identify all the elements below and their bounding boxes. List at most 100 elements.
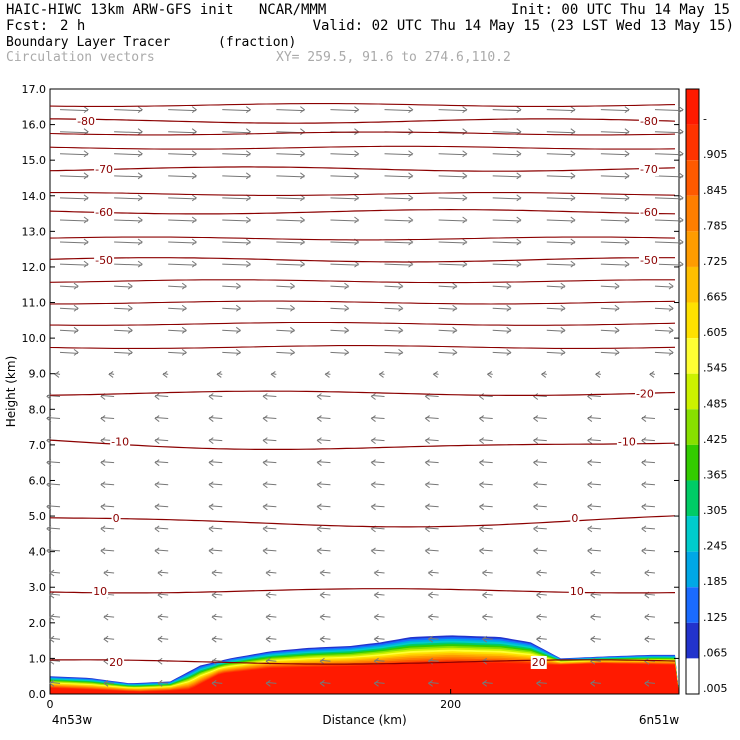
- vector-arrow: [492, 175, 521, 178]
- vector-arrowhead: [245, 260, 252, 268]
- vector-arrowhead: [590, 569, 596, 577]
- vector-arrow: [168, 131, 197, 134]
- vector-arrow: [587, 461, 601, 464]
- vector-arrowhead: [452, 348, 458, 356]
- vector-arrowhead: [127, 348, 133, 356]
- colorbar-label: .485: [703, 397, 728, 410]
- vector-arrowhead: [300, 194, 306, 202]
- vector-arrow: [263, 461, 277, 464]
- vector-arrow: [317, 549, 331, 552]
- contour-label: -80: [640, 115, 658, 128]
- vector-arrow: [371, 549, 385, 552]
- vector-arrow: [114, 329, 133, 332]
- vector-arrowhead: [668, 326, 674, 334]
- vector-arrow: [263, 483, 277, 486]
- vector-arrow: [546, 263, 575, 266]
- vector-arrowhead: [191, 106, 198, 114]
- vector-arrow: [46, 417, 61, 420]
- vector-arrow: [222, 197, 251, 200]
- contour-label-bg: [110, 435, 131, 449]
- colorbar-swatch: [686, 338, 699, 374]
- vector-arrowhead: [624, 150, 630, 158]
- vector-arrowhead: [641, 437, 647, 445]
- vector-arrowhead: [478, 393, 485, 400]
- contour-label: 20: [109, 656, 123, 669]
- vector-arrowhead: [624, 172, 630, 180]
- vector-arrowhead: [208, 415, 214, 422]
- colorbar-swatch: [686, 124, 699, 161]
- vector-arrow: [263, 505, 277, 508]
- vector-arrowhead: [83, 260, 89, 268]
- contour-label: -20: [636, 387, 654, 400]
- vector-arrow: [641, 527, 656, 530]
- vector-arrowhead: [354, 194, 360, 202]
- vector-arrow: [101, 527, 115, 530]
- vector-arrowhead: [319, 679, 325, 687]
- vector-arrow: [263, 527, 277, 530]
- vector-arrow: [222, 263, 251, 266]
- vector-arrowhead: [408, 106, 414, 114]
- contour-label-bg: [94, 205, 115, 219]
- contour-label-bg: [92, 584, 109, 598]
- y-tick-label: 1.0: [29, 652, 47, 665]
- vector-arrowhead: [354, 172, 360, 180]
- vector-arrowhead: [532, 547, 539, 555]
- vector-arrowhead: [408, 172, 414, 180]
- vector-arrowhead: [49, 657, 55, 665]
- colorbar-label: .905: [703, 148, 728, 161]
- vector-arrow: [114, 351, 133, 354]
- vector-arrow: [222, 285, 241, 288]
- vector-arrow: [492, 131, 521, 134]
- vector-arrow: [371, 417, 385, 420]
- vector-arrowhead: [265, 569, 271, 577]
- vector-arrowhead: [46, 481, 52, 489]
- vector-arrowhead: [587, 459, 593, 467]
- vector-arrowhead: [516, 106, 522, 114]
- vector-arrow: [654, 329, 673, 332]
- vector-arrow: [384, 329, 403, 332]
- vector-arrowhead: [245, 172, 252, 180]
- colorbar-swatch: [686, 480, 699, 517]
- vector-arrow: [59, 219, 89, 222]
- colorbar-label: .845: [703, 184, 728, 197]
- vector-arrow: [222, 241, 251, 244]
- vector-arrowhead: [300, 106, 306, 114]
- vector-arrowhead: [191, 238, 198, 246]
- vector-label: Circulation vectors: [6, 50, 155, 65]
- vector-arrow: [168, 307, 187, 310]
- colorbar-label: .065: [703, 646, 728, 659]
- vector-arrowhead: [373, 635, 379, 643]
- vector-arrowhead: [49, 591, 55, 599]
- vector-arrow: [168, 263, 197, 266]
- vector-arrowhead: [216, 371, 222, 378]
- vector-arrowhead: [245, 106, 252, 114]
- vector-arrow: [479, 549, 493, 552]
- x-end-label: 6n51w: [639, 713, 680, 727]
- vector-arrow: [114, 285, 133, 288]
- vector-arrowhead: [300, 216, 306, 224]
- colorbar-label: .305: [703, 504, 728, 517]
- vector-arrowhead: [478, 415, 485, 422]
- vector-arrow: [438, 241, 467, 244]
- vector-arrow: [59, 131, 89, 134]
- vector-arrowhead: [157, 569, 163, 577]
- vector-arrowhead: [319, 613, 325, 621]
- y-tick-label: 6.0: [29, 474, 47, 487]
- vector-arrowhead: [316, 525, 322, 533]
- vector-arrowhead: [532, 525, 539, 533]
- vector-arrowhead: [300, 260, 306, 268]
- vector-arrow: [587, 549, 601, 552]
- vector-arrow: [155, 394, 169, 397]
- vector-arrowhead: [100, 547, 106, 555]
- vector-arrow: [168, 351, 187, 354]
- vector-arrow: [600, 197, 629, 200]
- vector-arrow: [59, 197, 89, 200]
- vector-arrowhead: [560, 348, 566, 356]
- vector-arrowhead: [641, 459, 647, 467]
- vector-arrowhead: [245, 238, 252, 246]
- vector-arrowhead: [245, 216, 252, 224]
- vector-arrowhead: [157, 635, 163, 643]
- vector-arrow: [101, 461, 115, 464]
- vector-arrow: [600, 329, 619, 332]
- vector-arrow: [209, 439, 223, 442]
